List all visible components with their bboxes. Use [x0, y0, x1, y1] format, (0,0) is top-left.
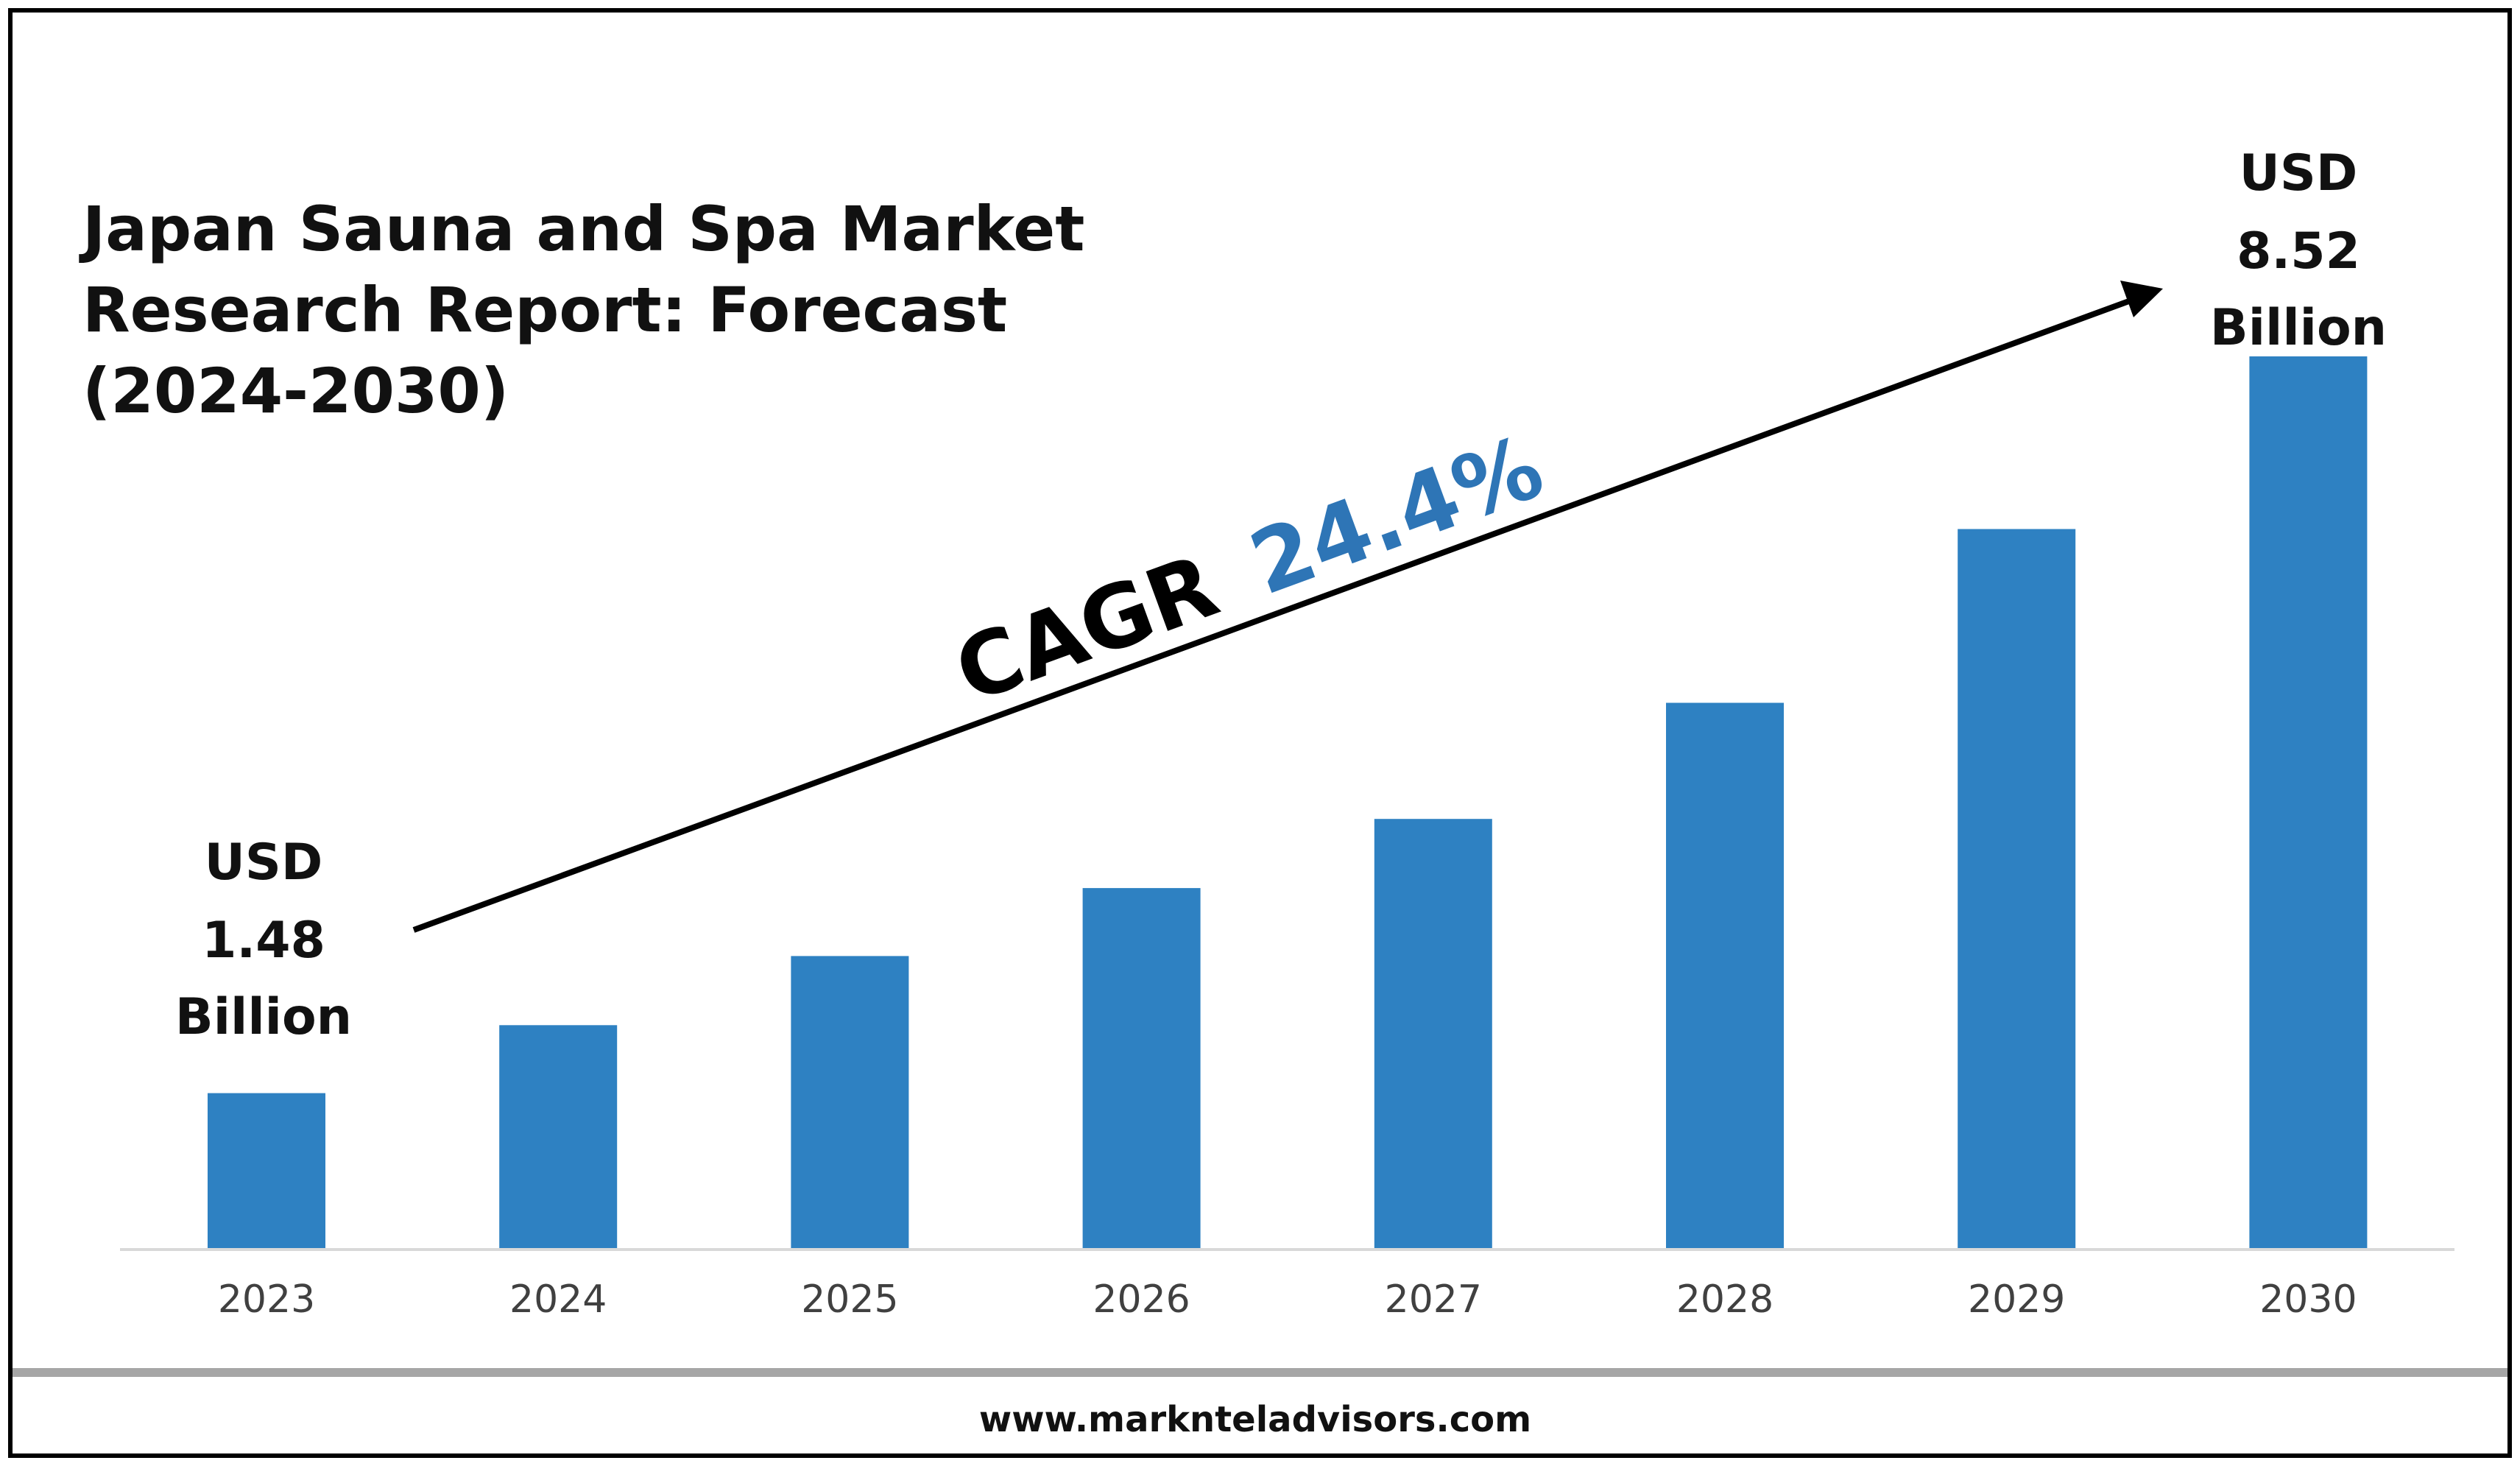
- x-tick-label-2026: 2026: [1093, 1278, 1190, 1322]
- end-label-line-1: USD: [2240, 144, 2358, 202]
- start-label-line-2: 1.48: [202, 912, 325, 970]
- bar-2029: [1958, 529, 2076, 1248]
- bar-2028: [1666, 702, 1784, 1248]
- trend-arrow: [412, 281, 2163, 933]
- x-tick-label-2028: 2028: [1676, 1278, 1773, 1322]
- x-tick-label-2030: 2030: [2259, 1278, 2357, 1322]
- end-value-label: USD 8.52 Billion: [2210, 144, 2387, 357]
- footer-divider: [13, 1368, 2507, 1377]
- bar-2027: [1374, 819, 1492, 1248]
- start-label-line-3: Billion: [175, 988, 352, 1046]
- start-label-line-1: USD: [205, 834, 323, 892]
- x-tick-label-2024: 2024: [509, 1278, 607, 1322]
- end-label-line-2: 8.52: [2237, 222, 2360, 281]
- start-value-label: USD 1.48 Billion: [175, 834, 352, 1046]
- bar-2025: [791, 956, 909, 1248]
- x-tick-label-2025: 2025: [801, 1278, 898, 1322]
- footer-website[interactable]: www.marknteladvisors.com: [979, 1399, 1531, 1440]
- chart-title: Japan Sauna and Spa Market Research Repo…: [79, 193, 1084, 427]
- end-label-line-3: Billion: [2210, 299, 2387, 357]
- x-axis-ticks: 2023 2024 2025 2026 2027 2028 2029 2030: [218, 1278, 2357, 1322]
- title-line-3: (2024-2030): [82, 355, 509, 427]
- outer-border: [8, 8, 2512, 1458]
- x-tick-label-2023: 2023: [218, 1278, 315, 1322]
- x-tick-label-2029: 2029: [1968, 1278, 2065, 1322]
- bars-group: [208, 356, 2368, 1249]
- bar-2026: [1082, 888, 1201, 1248]
- x-tick-label-2027: 2027: [1385, 1278, 1482, 1322]
- trend-arrow-head: [2120, 281, 2163, 317]
- title-line-2: Research Report: Forecast: [82, 274, 1007, 346]
- title-line-1: Japan Sauna and Spa Market: [79, 193, 1084, 265]
- bar-2024: [499, 1025, 618, 1249]
- bar-2023: [208, 1093, 325, 1248]
- trend-arrow-line: [412, 296, 2136, 933]
- bar-2030: [2249, 356, 2368, 1248]
